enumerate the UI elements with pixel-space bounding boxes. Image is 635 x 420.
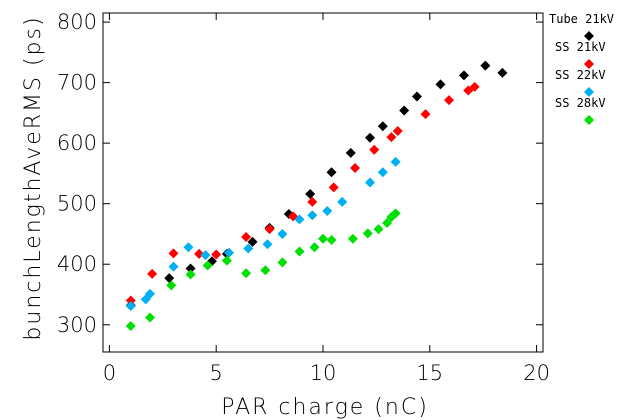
legend-marker: [584, 115, 594, 125]
data-point: [382, 218, 393, 229]
data-point: [392, 126, 403, 137]
data-point: [183, 242, 194, 253]
data-point: [386, 132, 397, 143]
data-point: [125, 300, 136, 311]
plot-border: [102, 12, 544, 353]
data-point: [497, 67, 508, 78]
legend-label: SS 22kV: [555, 68, 606, 82]
data-point: [326, 167, 337, 178]
legend-label: SS 28kV: [555, 96, 606, 110]
data-point: [390, 156, 401, 167]
data-point: [241, 231, 252, 242]
data-point: [399, 105, 410, 116]
data-point: [390, 208, 401, 219]
legend-marker: [584, 87, 594, 97]
data-point: [241, 268, 252, 279]
data-point: [277, 257, 288, 268]
data-point: [377, 167, 388, 178]
data-point: [337, 196, 348, 207]
data-markers: [125, 60, 508, 331]
x-tick-label: 15: [416, 361, 443, 385]
data-point: [211, 249, 222, 260]
legend-marker: [584, 31, 594, 41]
plot-frame: [102, 12, 544, 353]
data-point: [463, 85, 474, 96]
x-axis-title: PAR charge (nC): [221, 395, 429, 420]
data-point: [444, 95, 455, 106]
x-axis: 0 5 10 15 20: [103, 13, 550, 385]
x-tick-label: 10: [310, 361, 337, 385]
data-point: [309, 242, 320, 253]
data-point: [194, 248, 205, 259]
y-tick-label: 800: [57, 10, 97, 34]
data-point: [144, 288, 155, 299]
y-tick-label: 700: [57, 71, 97, 95]
data-point: [264, 224, 275, 235]
legend: Tube 21kV SS 21kV SS 22kV SS 28kV: [549, 12, 614, 125]
data-point: [345, 147, 356, 158]
data-point: [294, 246, 305, 257]
data-point: [168, 261, 179, 272]
data-point: [247, 236, 258, 247]
data-point: [373, 224, 384, 235]
data-point: [185, 269, 196, 280]
x-tick-label: 5: [210, 361, 223, 385]
data-point: [221, 255, 232, 266]
data-point: [350, 162, 361, 173]
data-point: [260, 265, 271, 276]
y-tick-label: 600: [57, 131, 97, 155]
data-point: [147, 268, 158, 279]
data-point: [125, 320, 136, 331]
data-point: [318, 233, 328, 244]
data-point: [144, 312, 155, 323]
series-1-points: [125, 81, 480, 306]
data-point: [294, 214, 305, 225]
data-point: [411, 91, 422, 102]
legend-label: Tube 21kV: [549, 12, 614, 26]
data-point: [125, 295, 136, 306]
data-point: [168, 248, 179, 259]
y-axis-title: bunchLengthAveRMS (ps): [21, 15, 46, 340]
data-point: [469, 81, 480, 92]
y-tick-label: 400: [57, 252, 97, 276]
data-point: [262, 239, 273, 250]
data-point: [307, 210, 318, 221]
data-point: [224, 247, 235, 258]
data-point: [243, 243, 254, 254]
data-point: [369, 144, 380, 155]
data-point: [458, 70, 469, 81]
data-point: [480, 60, 491, 71]
data-point: [347, 233, 358, 244]
data-point: [326, 235, 337, 246]
data-point: [277, 228, 288, 239]
x-tick-label: 0: [103, 361, 116, 385]
data-point: [305, 189, 316, 200]
data-point: [202, 260, 213, 271]
data-point: [200, 250, 211, 261]
y-tick-label: 300: [57, 313, 97, 337]
data-point: [377, 121, 388, 132]
data-point: [364, 132, 375, 143]
data-point: [328, 182, 339, 193]
data-point: [166, 280, 177, 291]
y-tick-label: 500: [57, 192, 97, 216]
data-point: [307, 196, 318, 207]
data-point: [164, 273, 175, 284]
data-point: [435, 79, 446, 90]
y-axis: 300 400 500 600 700 800: [57, 10, 543, 337]
legend-marker: [584, 59, 594, 69]
data-point: [420, 109, 431, 120]
series-3-points: [125, 208, 401, 331]
data-point: [322, 205, 333, 216]
data-point: [364, 177, 375, 188]
series-2-points: [125, 156, 401, 311]
legend-label: SS 21kV: [555, 40, 606, 54]
data-point: [185, 263, 196, 274]
x-tick-label: 20: [523, 361, 550, 385]
data-point: [362, 228, 373, 239]
